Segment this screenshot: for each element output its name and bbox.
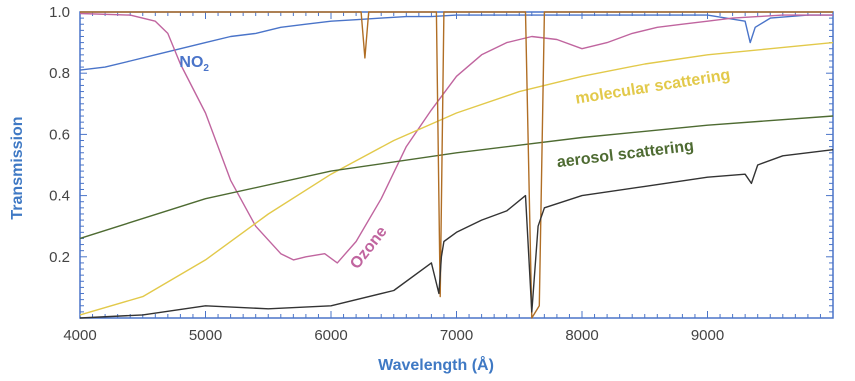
x-tick-label: 7000 — [440, 327, 473, 344]
label-aerosol-scattering: aerosol scattering — [556, 138, 695, 172]
y-tick-label: 0.6 — [49, 126, 70, 143]
x-axis-title: Wavelength (Å) — [378, 355, 494, 374]
y-tick-label: 0.8 — [49, 65, 70, 82]
series-total-line — [79, 149, 834, 319]
y-tick-label: 0.2 — [49, 249, 70, 266]
label-text: Ozone — [347, 223, 391, 272]
x-tick-label: 5000 — [189, 327, 222, 344]
y-tick-label: 0.4 — [49, 188, 70, 205]
x-tick-label: 8000 — [565, 327, 598, 344]
x-tick-label: 4000 — [63, 327, 96, 344]
label-ozone: Ozone — [347, 223, 391, 272]
series-ozone-line — [79, 12, 833, 264]
label-text: aerosol scattering — [556, 138, 695, 172]
x-tick-label: 9000 — [691, 327, 724, 344]
series-aerosol-scattering-line — [79, 115, 834, 240]
series-no-line — [79, 14, 833, 71]
label-subscript: 2 — [203, 63, 209, 74]
tick-labels: 4000 5000 6000 7000 8000 9000 0.2 0.4 0.6 0.8 1.0 — [49, 4, 724, 344]
series-o2-and-h2o-absorption-line — [80, 11, 833, 319]
y-axis-title: Transmission — [9, 116, 26, 219]
series-molecular-scattering-line — [79, 41, 834, 316]
label-no: NO2 — [179, 54, 209, 74]
y-tick-label: 1.0 — [49, 4, 70, 21]
series-layer — [79, 11, 834, 319]
label-text: NO — [179, 54, 203, 71]
x-tick-label: 6000 — [314, 327, 347, 344]
